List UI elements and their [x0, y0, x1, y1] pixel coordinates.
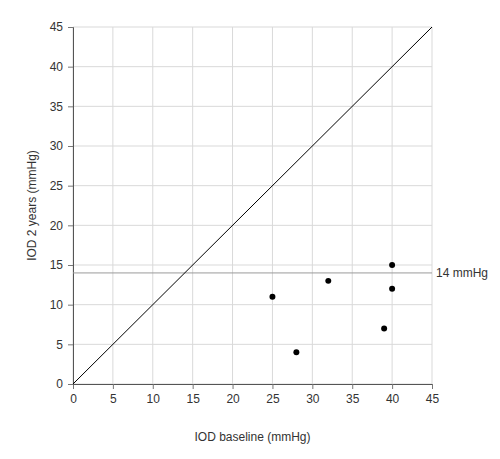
grid [73, 27, 432, 384]
identity-line [73, 27, 432, 384]
x-tick: 30 [306, 384, 320, 406]
point [389, 262, 395, 268]
point [269, 294, 275, 300]
x-tick-mark [153, 384, 154, 389]
x-grid-line [112, 27, 113, 384]
x-grid-line [232, 27, 233, 384]
x-tick-mark [113, 384, 114, 389]
x-grid-line [432, 27, 433, 384]
x-axis-title: IOD baseline (mmHg) [194, 430, 310, 444]
x-grid-line [192, 27, 193, 384]
x-axis-line [74, 385, 433, 390]
y-tick: 30 [50, 139, 73, 153]
plot: 0 5 10 15 20 25 30 35 40 45 0 5 10 15 20 25 30 35 40 45 14 m… [50, 20, 488, 405]
reference-line [73, 272, 432, 273]
y-tick-label: 0 [56, 377, 63, 391]
x-tick-label: 0 [70, 392, 77, 406]
y-axis-title: IOD 2 years (mmHg) [25, 150, 39, 261]
y-grid-line [73, 304, 432, 305]
y-tick-label: 15 [50, 258, 64, 272]
y-grid-line [73, 106, 432, 107]
y-tick-mark [68, 265, 73, 266]
y-tick: 20 [50, 219, 73, 233]
y-tick: 10 [50, 298, 73, 312]
reference-label: 14 mmHg [436, 266, 488, 280]
y-tick-label: 40 [50, 60, 64, 74]
x-tick: 35 [346, 384, 360, 406]
y-tick: 25 [50, 179, 73, 193]
x-tick-mark [432, 384, 433, 389]
point [381, 325, 387, 331]
y-tick-label: 5 [56, 338, 63, 352]
point [293, 349, 299, 355]
y-tick: 0 [56, 377, 73, 391]
y-tick-label: 35 [50, 100, 64, 114]
y-axis: 0 5 10 15 20 25 30 35 40 45 [50, 20, 74, 391]
y-tick-label: 10 [50, 298, 64, 312]
x-tick: 15 [186, 384, 200, 406]
x-tick-label: 30 [306, 392, 320, 406]
x-tick: 25 [266, 384, 280, 406]
x-tick-label: 10 [147, 392, 161, 406]
y-tick-label: 30 [50, 139, 64, 153]
y-tick: 5 [56, 338, 73, 352]
y-axis-line [68, 28, 74, 385]
x-grid-line [352, 27, 353, 384]
x-grid-line [152, 27, 153, 384]
x-tick-label: 35 [346, 392, 360, 406]
y-grid-line [73, 146, 432, 147]
y-tick-label: 45 [50, 20, 64, 34]
x-tick-label: 15 [186, 392, 200, 406]
x-tick-mark [312, 384, 313, 389]
x-grid-line [312, 27, 313, 384]
x-tick-mark [392, 384, 393, 389]
chart: 0 5 10 15 20 25 30 35 40 45 0 5 10 15 20 25 30 35 40 45 14 m… [0, 0, 500, 459]
y-grid-line [73, 265, 432, 266]
y-tick-mark [68, 106, 73, 107]
y-grid-line [73, 225, 432, 226]
x-tick: 20 [226, 384, 240, 406]
x-tick-mark [193, 384, 194, 389]
y-tick-mark [68, 384, 73, 385]
x-tick-mark [233, 384, 234, 389]
y-tick-mark [68, 186, 73, 187]
x-tick: 5 [110, 384, 117, 406]
y-grid-line [73, 185, 432, 186]
y-tick-mark [68, 27, 73, 28]
x-tick: 40 [386, 384, 400, 406]
x-tick: 10 [147, 384, 161, 406]
x-tick-mark [352, 384, 353, 389]
x-grid-line [392, 27, 393, 384]
y-tick: 45 [50, 20, 73, 34]
x-axis: 0 5 10 15 20 25 30 35 40 45 [70, 384, 439, 406]
x-tick-label: 40 [386, 392, 400, 406]
y-tick-mark [68, 67, 73, 68]
x-tick-mark [272, 384, 273, 389]
point [325, 278, 331, 284]
y-tick: 40 [50, 60, 73, 74]
x-tick: 0 [70, 384, 77, 406]
y-grid-line [73, 344, 432, 345]
y-tick-label: 20 [50, 219, 64, 233]
y-tick-mark [68, 146, 73, 147]
y-tick-mark [68, 225, 73, 226]
marks [73, 27, 432, 384]
x-tick: 45 [426, 384, 440, 406]
x-tick-label: 20 [226, 392, 240, 406]
y-tick-mark [68, 344, 73, 345]
y-grid-line [73, 27, 432, 28]
x-tick-label: 25 [266, 392, 280, 406]
y-grid-line [73, 66, 432, 67]
point [389, 286, 395, 292]
y-tick: 15 [50, 258, 73, 272]
x-tick-label: 45 [426, 392, 440, 406]
x-tick-label: 5 [110, 392, 117, 406]
y-tick: 35 [50, 100, 73, 114]
y-tick-mark [68, 305, 73, 306]
x-grid-line [272, 27, 273, 384]
plot-background [73, 27, 432, 384]
y-tick-label: 25 [50, 179, 64, 193]
